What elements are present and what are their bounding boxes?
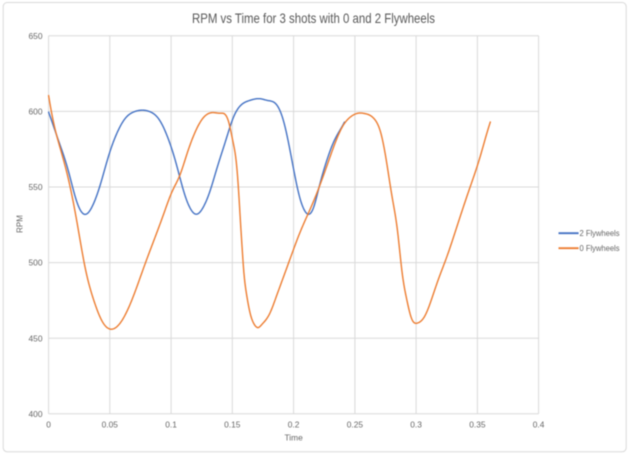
svg-text:0.3: 0.3 bbox=[410, 420, 422, 430]
svg-text:0: 0 bbox=[46, 420, 51, 430]
svg-text:0.35: 0.35 bbox=[469, 420, 486, 430]
svg-text:0.25: 0.25 bbox=[347, 420, 364, 430]
svg-text:2 Flywheels: 2 Flywheels bbox=[580, 228, 620, 238]
svg-text:Time: Time bbox=[284, 433, 303, 443]
svg-text:0.15: 0.15 bbox=[224, 420, 241, 430]
svg-text:650: 650 bbox=[29, 31, 43, 41]
svg-text:0.1: 0.1 bbox=[165, 420, 177, 430]
svg-text:0 Flywheels: 0 Flywheels bbox=[580, 243, 620, 253]
svg-text:450: 450 bbox=[29, 333, 43, 343]
svg-text:550: 550 bbox=[29, 182, 43, 192]
svg-text:600: 600 bbox=[29, 107, 43, 117]
svg-text:0.05: 0.05 bbox=[102, 420, 119, 430]
svg-text:0.2: 0.2 bbox=[288, 420, 300, 430]
svg-text:RPM vs Time for 3 shots with 0: RPM vs Time for 3 shots with 0 and 2 Fly… bbox=[192, 10, 435, 26]
svg-text:RPM: RPM bbox=[16, 215, 25, 233]
svg-text:0.4: 0.4 bbox=[533, 420, 545, 430]
svg-text:400: 400 bbox=[29, 409, 43, 419]
svg-text:500: 500 bbox=[29, 258, 43, 268]
